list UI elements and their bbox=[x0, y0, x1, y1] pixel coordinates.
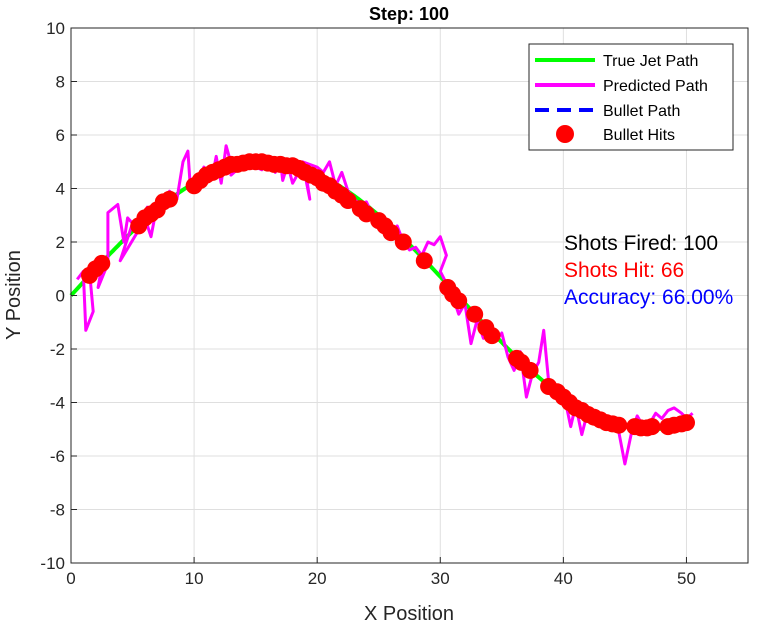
y-tick-label: 0 bbox=[56, 287, 65, 306]
x-tick-label: 0 bbox=[66, 569, 75, 588]
y-tick-label: -6 bbox=[50, 447, 65, 466]
legend-bullet-hits-swatch bbox=[556, 125, 574, 143]
y-axis-label: Y Position bbox=[3, 250, 25, 340]
bullet-hit-marker bbox=[450, 292, 468, 310]
x-tick-label: 20 bbox=[308, 569, 327, 588]
bullet-hit-marker bbox=[643, 418, 661, 436]
y-tick-label: 10 bbox=[46, 19, 65, 38]
bullet-hit-marker bbox=[466, 305, 484, 323]
x-axis-ticks: 0 10 20 30 40 50 bbox=[66, 557, 696, 588]
y-tick-label: 8 bbox=[56, 73, 65, 92]
bullet-hit-marker bbox=[93, 254, 111, 272]
y-tick-label: 2 bbox=[56, 233, 65, 252]
legend-true-path-label: True Jet Path bbox=[603, 53, 698, 70]
x-tick-label: 40 bbox=[554, 569, 573, 588]
x-axis-label: X Position bbox=[364, 603, 454, 625]
bullet-hit-marker bbox=[521, 361, 539, 379]
x-tick-label: 30 bbox=[431, 569, 450, 588]
y-tick-label: 6 bbox=[56, 126, 65, 145]
y-tick-label: 4 bbox=[56, 180, 65, 199]
bullet-hit-marker bbox=[382, 224, 400, 242]
bullet-hit-marker bbox=[678, 414, 695, 432]
bullet-hit-marker bbox=[483, 327, 501, 345]
x-tick-label: 50 bbox=[677, 569, 696, 588]
legend: True Jet Path Predicted Path Bullet Path… bbox=[528, 43, 734, 151]
bullet-hit-marker bbox=[161, 190, 178, 208]
accuracy-annotation: Accuracy: 66.00% bbox=[564, 286, 733, 309]
bullet-hit-marker bbox=[415, 252, 433, 270]
y-tick-label: -4 bbox=[50, 394, 65, 413]
legend-bullet-hits-label: Bullet Hits bbox=[603, 127, 675, 144]
shots-hit-annotation: Shots Hit: 66 bbox=[564, 259, 684, 282]
shots-fired-annotation: Shots Fired: 100 bbox=[564, 232, 718, 255]
legend-predicted-path-label: Predicted Path bbox=[603, 78, 708, 95]
legend-bullet-path-label: Bullet Path bbox=[603, 103, 680, 120]
y-tick-label: -8 bbox=[50, 501, 65, 520]
bullet-hits-series bbox=[81, 153, 695, 437]
chart-title: Step: 100 bbox=[369, 4, 449, 24]
y-axis-ticks: -10 -8 -6 -4 -2 0 2 4 6 8 10 bbox=[40, 19, 77, 573]
bullet-hit-marker bbox=[394, 233, 412, 251]
bullet-hit-marker bbox=[339, 192, 357, 209]
grid-lines bbox=[70, 27, 748, 564]
bullet-hit-marker bbox=[610, 416, 628, 434]
x-tick-label: 10 bbox=[185, 569, 204, 588]
y-tick-label: -10 bbox=[40, 554, 65, 573]
y-tick-label: -2 bbox=[50, 340, 65, 359]
